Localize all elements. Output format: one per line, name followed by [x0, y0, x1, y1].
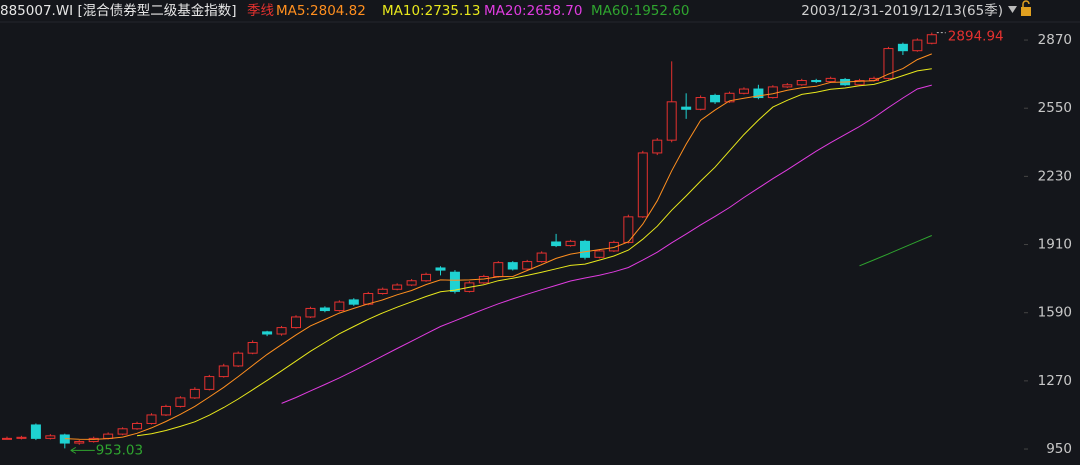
candle-body — [30, 424, 41, 439]
candle-body — [811, 80, 822, 83]
candle-body — [334, 301, 345, 312]
candle-body — [637, 152, 648, 218]
candle-body — [319, 307, 330, 312]
candle-body — [854, 80, 865, 86]
min-label: 953.03 — [96, 442, 143, 458]
candle-body — [262, 331, 273, 335]
candle-body — [623, 216, 634, 243]
candle-body — [132, 422, 143, 430]
candle-body — [782, 84, 793, 88]
candle-body — [421, 273, 432, 282]
candle-body — [652, 139, 663, 154]
candle-body — [392, 284, 403, 290]
candle-body — [536, 252, 547, 263]
range-label: 2003/12/31-2019/12/13(65季) — [801, 3, 1003, 19]
y-tick-label: 2550 — [1038, 100, 1072, 116]
candle-body — [825, 77, 836, 83]
ma-line — [136, 68, 932, 437]
candle-body — [449, 271, 460, 292]
candle-body — [189, 388, 200, 399]
lock-icon[interactable] — [1021, 0, 1031, 16]
candle-body — [695, 97, 706, 110]
candle-body — [796, 80, 807, 86]
chart-title: 885007.WI [混合债券型二级基金指数] — [0, 2, 236, 19]
candle-body — [912, 39, 923, 52]
candle-body — [2, 437, 12, 440]
candle-body — [507, 262, 518, 270]
candle-body — [522, 261, 533, 270]
last-label: 2894.94 — [948, 29, 1004, 45]
candle-body — [377, 288, 388, 295]
candle-body — [565, 240, 576, 247]
candle-body — [233, 352, 244, 367]
y-tick-label: 1270 — [1038, 373, 1072, 389]
candle-body — [666, 101, 677, 141]
candle-body — [305, 307, 316, 318]
candle-body — [204, 376, 215, 390]
candle-body — [897, 43, 908, 52]
candle-body — [74, 441, 85, 444]
y-tick-label: 2870 — [1038, 32, 1072, 48]
candle-body — [88, 437, 99, 443]
y-tick-label: 1590 — [1038, 305, 1072, 321]
candle-body — [276, 327, 287, 335]
legend-entry: MA5:2804.82 — [276, 3, 366, 19]
candle-body — [738, 88, 749, 94]
candle-body — [753, 88, 764, 99]
candle-body — [406, 280, 417, 286]
candle-body — [551, 241, 562, 247]
min-arrow-head — [70, 446, 77, 454]
legend-entry: MA60:1952.60 — [591, 3, 689, 19]
candle-body — [435, 267, 446, 271]
ma-line — [859, 235, 932, 267]
dropdown-icon[interactable] — [1008, 6, 1017, 13]
candle-body — [580, 240, 590, 258]
candle-body — [493, 262, 504, 277]
y-tick-label: 1910 — [1038, 237, 1072, 253]
candle-body — [247, 342, 258, 354]
candle-body — [724, 92, 735, 103]
ma-line — [64, 53, 932, 440]
candle-body — [103, 433, 114, 439]
candle-body — [348, 299, 359, 305]
candle-body — [175, 397, 186, 407]
candle-body — [291, 316, 301, 329]
candle-body — [681, 106, 692, 110]
candle-body — [117, 428, 128, 435]
legend-entry: MA10:2735.13 — [382, 3, 480, 19]
candle-body — [218, 365, 229, 378]
candle-body — [710, 94, 721, 103]
ma-line — [281, 84, 932, 404]
candle-body — [926, 34, 937, 44]
candle-body — [146, 414, 157, 424]
y-tick-label: 2230 — [1038, 168, 1072, 184]
candle-body — [16, 436, 27, 439]
candle-body — [160, 405, 171, 416]
candle-body — [608, 241, 619, 252]
candle-body — [883, 48, 894, 79]
candle-body — [45, 435, 56, 439]
period-label: 季线 — [247, 3, 274, 19]
candle-body — [767, 86, 778, 99]
legend-entry: MA20:2658.70 — [484, 3, 582, 19]
candle-body — [594, 250, 605, 258]
y-tick-label: 950 — [1046, 441, 1072, 457]
